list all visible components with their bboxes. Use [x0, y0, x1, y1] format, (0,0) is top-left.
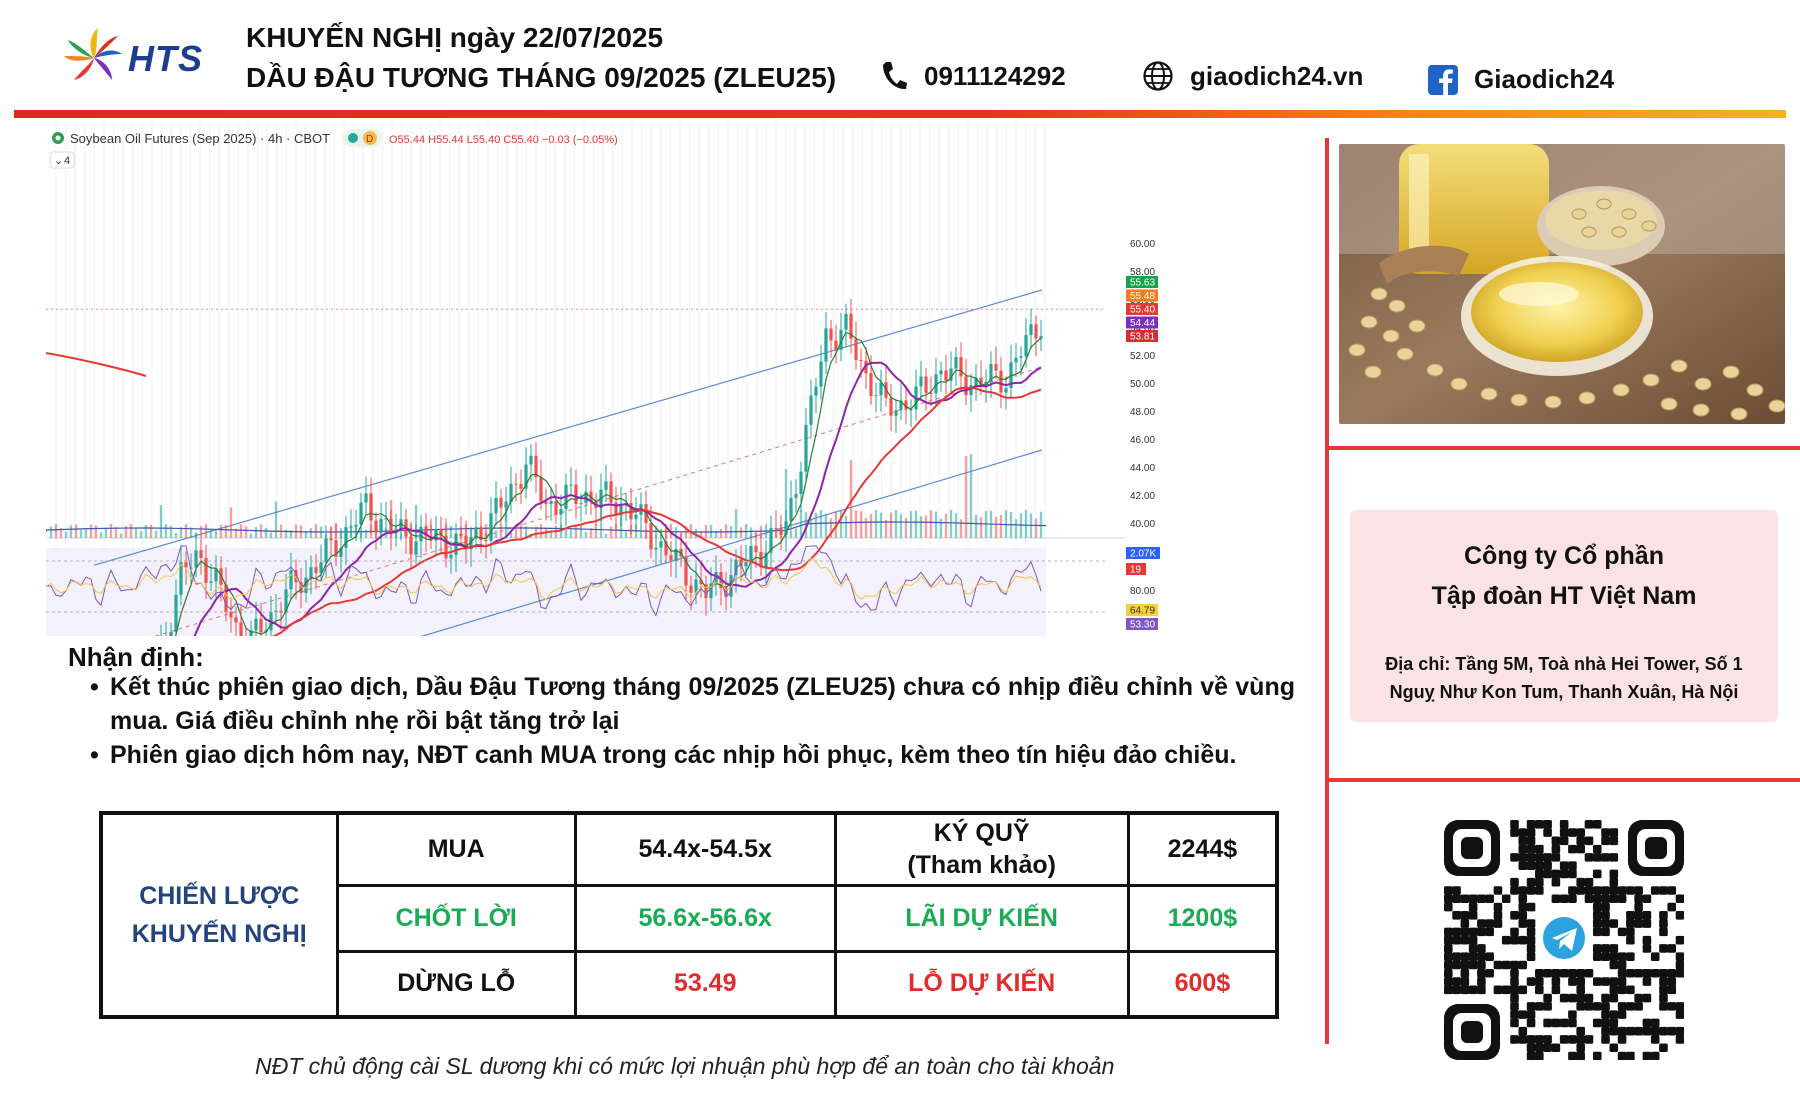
contact-phone[interactable]: 0911124292 — [880, 60, 1066, 92]
chart-symbol-label: Soybean Oil Futures (Sep 2025) · 4h · CB… — [70, 131, 330, 146]
price-axis-tick: 60.00 — [1130, 239, 1155, 250]
company-address: Nguỵ Như Kon Tum, Thanh Xuân, Hà Nội — [1389, 682, 1739, 702]
analysis-bullet: Kết thúc phiên giao dịch, Dầu Đậu Tương … — [90, 670, 1295, 738]
phone-number[interactable]: 0911124292 — [924, 60, 1066, 91]
contact-facebook[interactable]: Giaodich24 — [1428, 64, 1614, 95]
company-card: Công ty Cổ phần Tập đoàn HT Việt Nam Địa… — [1350, 510, 1778, 722]
buy-action-cell: MUA — [335, 811, 577, 887]
contact-website[interactable]: giaodich24.vn — [1142, 60, 1363, 92]
volume-tag: 19 — [1130, 565, 1142, 576]
qr-code-icon[interactable] — [1444, 820, 1684, 1060]
page-subtitle: DẦU ĐẬU TƯƠNG THÁNG 09/2025 (ZLEU25) — [246, 62, 837, 93]
price-axis-tick: 58.00 — [1130, 267, 1155, 278]
analysis-heading: Nhận định: — [68, 642, 204, 672]
right-panel-separator — [1325, 778, 1800, 782]
take-profit-price-cell: 56.6x-56.6x — [573, 883, 837, 953]
chart-ohlc-label: O55.44 H55.44 L55.40 C55.40 −0.03 (−0.05… — [389, 134, 618, 146]
hts-logo-icon — [64, 28, 122, 80]
table-row: CHIẾN LƯỢC KHUYẾN NGHỊ MUA 54.4x-54.5x K… — [99, 811, 1279, 1019]
footer-note: NĐT chủ động cài SL dương khi có mức lợi… — [255, 1053, 1115, 1079]
expected-loss-label-cell: LỖ DỰ KIẾN — [833, 949, 1130, 1019]
stop-loss-action-cell: DỪNG LỖ — [335, 949, 577, 1019]
price-axis-tick: 42.00 — [1130, 491, 1155, 502]
page-title: KHUYẾN NGHỊ ngày 22/07/2025 — [246, 22, 664, 53]
expected-profit-amount-cell: 1200$ — [1126, 883, 1279, 953]
stop-loss-price-cell: 53.49 — [573, 949, 837, 1019]
take-profit-action-cell: CHỐT LỜI — [335, 883, 577, 953]
globe-icon — [1143, 61, 1173, 91]
price-tag: 55.40 — [1130, 305, 1155, 316]
strategy-table: CHIẾN LƯỢC KHUYẾN NGHỊ MUA 54.4x-54.5x K… — [99, 811, 1279, 1019]
soybean-oil-photo — [1339, 144, 1785, 424]
facebook-icon — [1428, 64, 1458, 95]
website-link[interactable]: giaodich24.vn — [1190, 60, 1364, 91]
expected-loss-amount-cell: 600$ — [1126, 949, 1279, 1019]
price-chart-svg: 60.0058.0056.0054.0052.0050.0048.0046.00… — [46, 124, 1160, 636]
telegram-icon — [1538, 912, 1590, 964]
price-axis: 60.0058.0056.0054.0052.0050.0048.0046.00… — [1126, 239, 1160, 631]
price-axis-tick: 50.00 — [1130, 379, 1155, 390]
indicator-toggle-arrow[interactable]: ⌄ — [54, 155, 63, 167]
moving-averages — [46, 331, 1042, 636]
analysis-bullet: Phiên giao dịch hôm nay, NĐT canh MUA tr… — [90, 738, 1295, 772]
margin-label-cell: KÝ QUỸ (Tham khảo) — [833, 811, 1130, 887]
price-axis-tick: 40.00 — [1130, 519, 1155, 530]
rsi-panel — [46, 545, 1106, 617]
table-row: CHỐT LỜI 56.6x-56.6x LÃI DỰ KIẾN 1200$ — [101, 883, 1279, 953]
company-name: Công ty Cổ phần — [1464, 542, 1664, 570]
price-tag: 54.44 — [1130, 318, 1155, 329]
price-axis-tick: 48.00 — [1130, 407, 1155, 418]
price-axis-tick: 44.00 — [1130, 463, 1155, 474]
expected-profit-label-cell: LÃI DỰ KIẾN — [833, 883, 1130, 953]
right-panel-divider — [1325, 138, 1329, 1044]
buy-price-cell: 54.4x-54.5x — [573, 811, 837, 887]
price-axis-tick: 52.00 — [1130, 351, 1155, 362]
chart-grid — [46, 124, 1126, 636]
logo-text: HTS — [128, 38, 203, 79]
trend-channel — [46, 289, 1106, 636]
company-name: Tập đoàn HT Việt Nam — [1431, 582, 1697, 610]
facebook-page[interactable]: Giaodich24 — [1474, 64, 1615, 94]
header-divider — [14, 110, 1786, 118]
volume-tag: 2.07K — [1130, 549, 1156, 560]
price-tag: 55.63 — [1130, 278, 1155, 289]
qr-finder — [1444, 820, 1684, 1060]
page-header: HTS KHUYẾN NGHỊ ngày 22/07/2025 DẦU ĐẬU … — [0, 0, 1800, 118]
phone-icon — [883, 62, 907, 90]
rsi-tag: 64.79 — [1130, 606, 1155, 617]
right-panel-separator — [1325, 446, 1800, 450]
price-tag: 55.48 — [1130, 291, 1155, 302]
price-chart: 60.0058.0056.0054.0052.0050.0048.0046.00… — [46, 124, 1312, 636]
table-row: DỪNG LỖ 53.49 LỖ DỰ KIẾN 600$ — [101, 949, 1279, 1019]
company-address: Địa chỉ: Tầng 5M, Toà nhà Hei Tower, Số … — [1385, 654, 1743, 674]
chart-legend: Soybean Oil Futures (Sep 2025) · 4h · CB… — [49, 129, 618, 169]
rsi-axis-tick: 80.00 — [1130, 586, 1155, 597]
chart-badge-letter: D — [366, 134, 373, 145]
indicator-count[interactable]: 4 — [64, 155, 70, 167]
margin-amount-cell: 2244$ — [1126, 811, 1279, 887]
rsi-tag: 53.30 — [1130, 620, 1155, 631]
price-tag: 53.81 — [1130, 332, 1155, 343]
price-axis-tick: 46.00 — [1130, 435, 1155, 446]
strategy-label: CHIẾN LƯỢC KHUYẾN NGHỊ — [99, 811, 339, 1019]
